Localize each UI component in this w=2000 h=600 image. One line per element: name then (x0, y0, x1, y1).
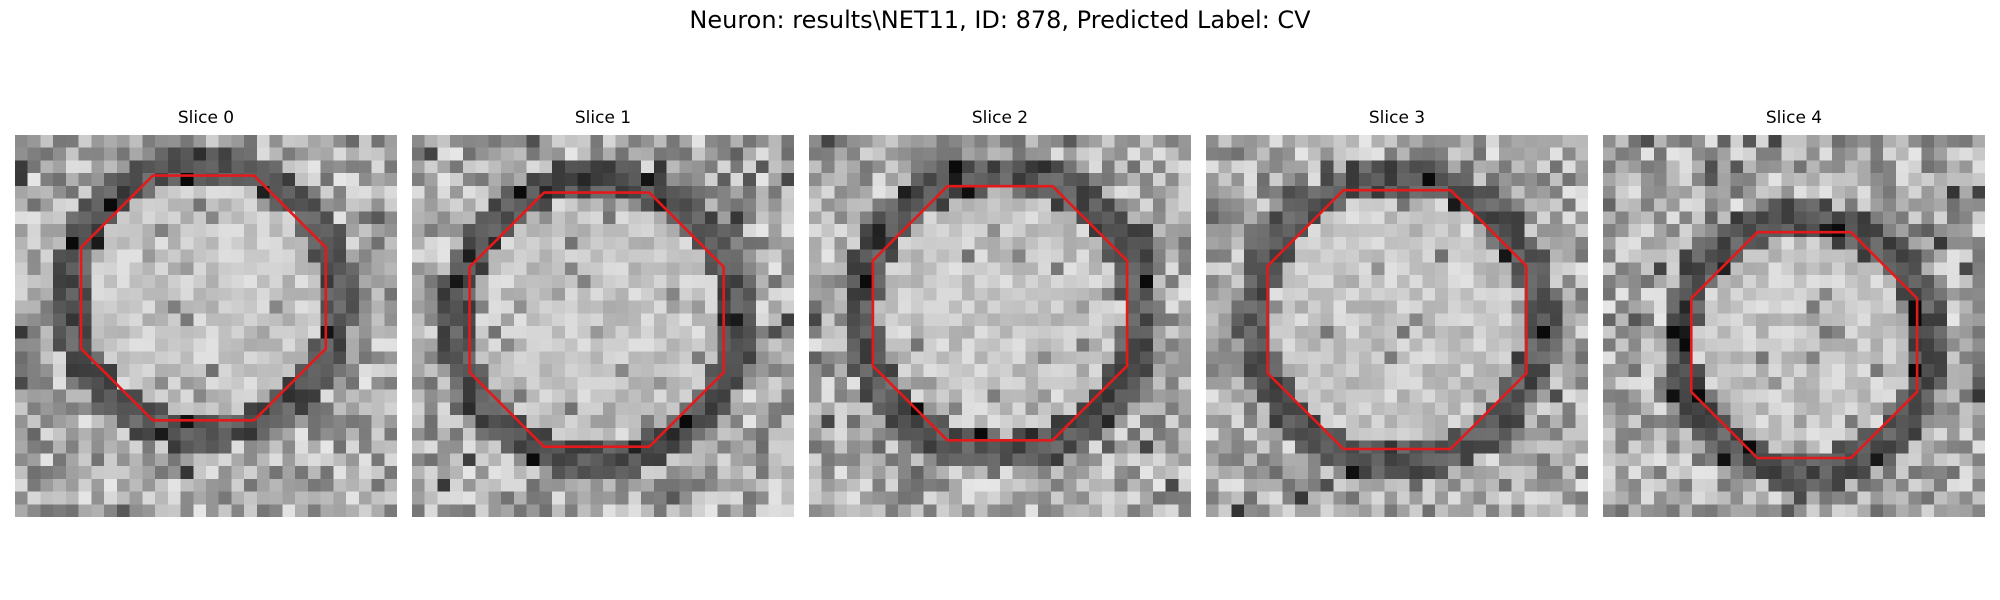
pixel-grid (809, 135, 1191, 517)
contour-outline (1266, 188, 1528, 451)
slice-image-2 (809, 135, 1191, 517)
slice-image-3 (1206, 135, 1588, 517)
contour-outline (1690, 230, 1919, 460)
slice-title: Slice 3 (1368, 108, 1426, 128)
pixel-grid (412, 135, 794, 517)
slice-title: Slice 2 (971, 108, 1029, 128)
pixel-grid (1206, 135, 1588, 517)
contour-outline (468, 191, 726, 449)
pixel-grid (1603, 135, 1985, 517)
contour-outline (79, 174, 328, 422)
pixel-grid (15, 135, 397, 517)
slice-image-1 (412, 135, 794, 517)
contour-outline (871, 184, 1129, 442)
slice-title: Slice 0 (177, 108, 235, 128)
figure-title: Neuron: results\NET11, ID: 878, Predicte… (689, 6, 1311, 34)
slice-image-0 (15, 135, 397, 517)
slice-title: Slice 4 (1765, 108, 1823, 128)
slice-title: Slice 1 (574, 108, 632, 128)
slice-image-4 (1603, 135, 1985, 517)
